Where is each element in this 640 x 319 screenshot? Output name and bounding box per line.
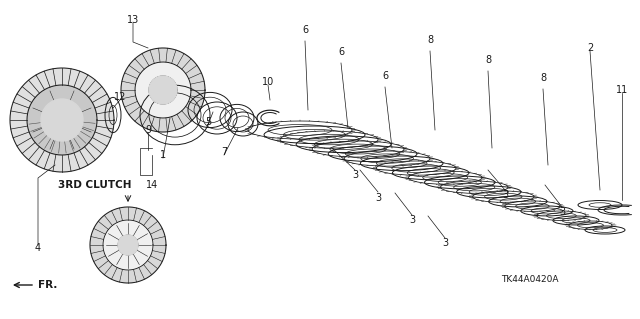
Circle shape [90,207,166,283]
Text: 8: 8 [485,55,491,65]
Text: 3: 3 [352,170,358,180]
Circle shape [41,99,83,141]
Circle shape [27,85,97,155]
Text: 13: 13 [127,15,139,25]
Text: 3: 3 [442,238,448,248]
Text: 6: 6 [302,25,308,35]
Circle shape [121,48,205,132]
Circle shape [118,235,138,255]
Text: 6: 6 [382,71,388,81]
Text: 5: 5 [205,117,211,127]
Circle shape [149,76,177,104]
Text: 8: 8 [427,35,433,45]
Text: FR.: FR. [38,280,58,290]
Text: 4: 4 [35,243,41,253]
Text: 6: 6 [338,47,344,57]
Text: 12: 12 [114,92,126,102]
Text: TK44A0420A: TK44A0420A [501,276,559,285]
Text: 11: 11 [616,85,628,95]
Text: 3RD CLUTCH: 3RD CLUTCH [58,180,131,190]
Text: 3: 3 [502,190,508,200]
Text: 3: 3 [409,215,415,225]
Text: 2: 2 [587,43,593,53]
Circle shape [10,68,114,172]
Text: 14: 14 [146,180,158,190]
Text: 1: 1 [160,150,166,160]
Text: 7: 7 [221,147,227,157]
Text: 8: 8 [540,73,546,83]
Text: 3: 3 [375,193,381,203]
Circle shape [103,220,153,270]
Text: 10: 10 [262,77,274,87]
Text: 9: 9 [145,125,151,135]
Circle shape [135,62,191,118]
Text: 3: 3 [559,207,565,217]
